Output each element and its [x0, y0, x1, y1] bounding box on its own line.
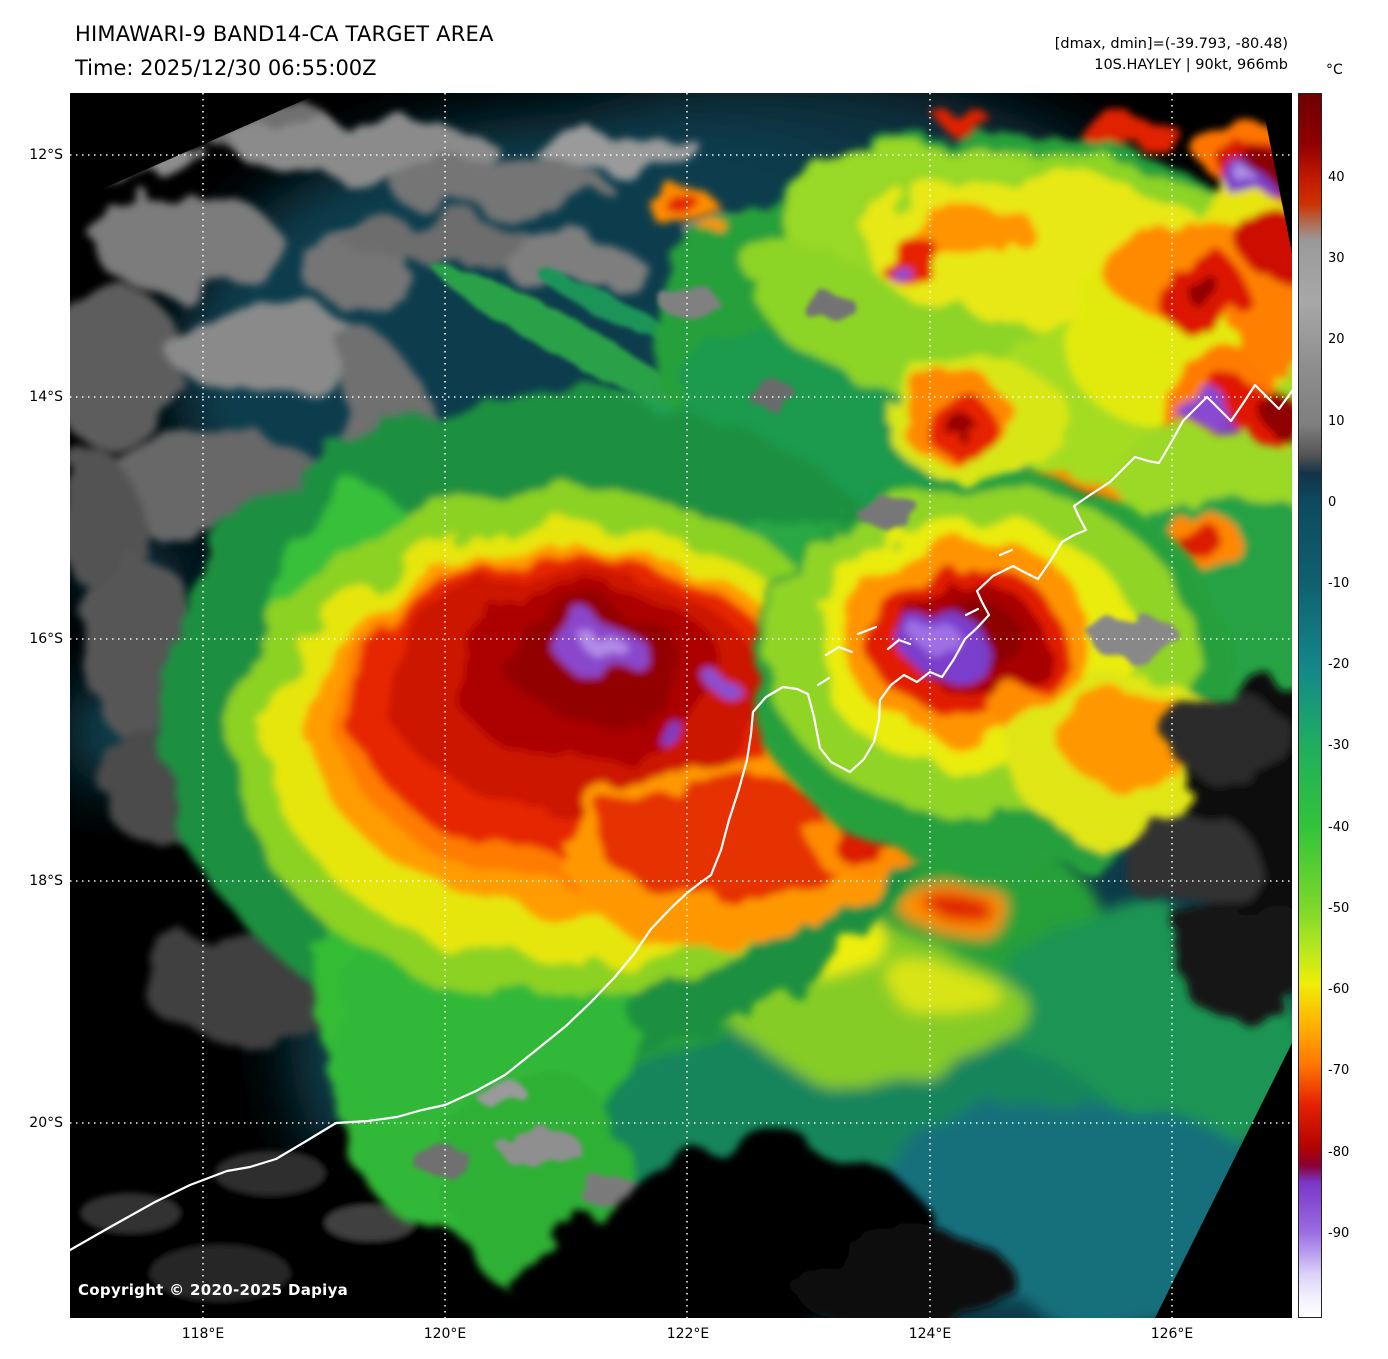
colorbar-tick-label: -30 [1328, 738, 1350, 753]
colorbar-tick-label: -80 [1328, 1145, 1350, 1160]
colorbar-tick-label: 30 [1328, 251, 1345, 266]
colorbar-tick-label: 10 [1328, 414, 1345, 429]
colorbar-tick-label: -90 [1328, 1226, 1350, 1241]
lon-tick-label: 120°E [423, 1326, 467, 1342]
colorbar-tick-label: -60 [1328, 982, 1350, 997]
island-path [964, 607, 980, 617]
colorbar-unit-label: °C [1326, 62, 1343, 78]
header-right: [dmax, dmin]=(-39.793, -80.48) 10S.HAYLE… [1055, 34, 1288, 76]
colorbar-tick-label: -70 [1328, 1063, 1350, 1078]
colorbar-tick-label: -20 [1328, 657, 1350, 672]
satellite-image [70, 93, 1292, 1318]
lat-tick-label: 18°S [29, 873, 63, 889]
gridlines [70, 93, 1292, 1318]
island-path [998, 548, 1014, 557]
low-cloud-flecks [412, 288, 1180, 1206]
coastline-path [70, 383, 1292, 1252]
colorbar-tick-label: 0 [1328, 495, 1337, 510]
island-path [824, 645, 854, 657]
lon-tick-label: 124°E [908, 1326, 952, 1342]
colorbar-tick-label: 40 [1328, 170, 1345, 185]
lon-tick-label: 126°E [1150, 1326, 1194, 1342]
time-label: Time: 2025/12/30 06:55:00Z [75, 56, 377, 80]
island-path [856, 625, 878, 636]
lon-tick-label: 122°E [666, 1326, 710, 1342]
page-title: HIMAWARI-9 BAND14-CA TARGET AREA [75, 22, 494, 46]
lat-tick-label: 14°S [29, 389, 63, 405]
colorbar-tick-label: -50 [1328, 901, 1350, 916]
storm-info-label: 10S.HAYLEY | 90kt, 966mb [1094, 57, 1288, 73]
colorbar-tick-label: -40 [1328, 820, 1350, 835]
dmax-dmin-label: [dmax, dmin]=(-39.793, -80.48) [1054, 36, 1288, 52]
convection-king-sound [755, 473, 1240, 873]
island-path [816, 676, 831, 687]
dark-patches [510, 683, 1292, 1318]
scan-edges [70, 93, 1292, 1318]
colorbar-tick-label: 20 [1328, 332, 1345, 347]
satellite-plot: Copyright © 2020-2025 Dapiya [70, 93, 1292, 1318]
colorbar-tick-label: -10 [1328, 576, 1350, 591]
colorbar-gradient [1298, 93, 1322, 1318]
island-path [886, 638, 912, 651]
copyright-label: Copyright © 2020-2025 Dapiya [78, 1281, 349, 1299]
lat-tick-label: 12°S [29, 147, 63, 163]
lat-tick-label: 20°S [29, 1115, 63, 1131]
lon-tick-label: 118°E [181, 1326, 225, 1342]
lat-tick-label: 16°S [29, 631, 63, 647]
coastline [70, 383, 1292, 1252]
cyclone-hayley [160, 393, 960, 1298]
